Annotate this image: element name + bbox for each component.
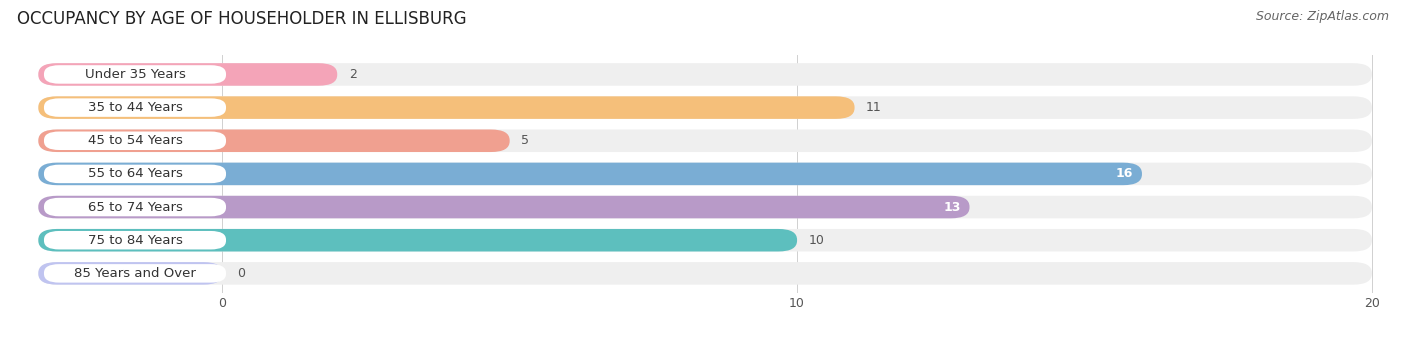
FancyBboxPatch shape <box>44 231 226 250</box>
FancyBboxPatch shape <box>44 264 226 283</box>
FancyBboxPatch shape <box>44 98 226 117</box>
Text: 75 to 84 Years: 75 to 84 Years <box>87 234 183 247</box>
FancyBboxPatch shape <box>38 163 1372 185</box>
Text: 5: 5 <box>522 134 529 147</box>
Text: 0: 0 <box>236 267 245 280</box>
Text: 85 Years and Over: 85 Years and Over <box>75 267 195 280</box>
FancyBboxPatch shape <box>44 165 226 183</box>
FancyBboxPatch shape <box>38 229 797 252</box>
FancyBboxPatch shape <box>38 163 1142 185</box>
FancyBboxPatch shape <box>38 63 1372 86</box>
FancyBboxPatch shape <box>44 198 226 216</box>
FancyBboxPatch shape <box>44 65 226 84</box>
Text: OCCUPANCY BY AGE OF HOUSEHOLDER IN ELLISBURG: OCCUPANCY BY AGE OF HOUSEHOLDER IN ELLIS… <box>17 10 467 28</box>
Text: Under 35 Years: Under 35 Years <box>84 68 186 81</box>
Text: Source: ZipAtlas.com: Source: ZipAtlas.com <box>1256 10 1389 23</box>
FancyBboxPatch shape <box>38 229 1372 252</box>
FancyBboxPatch shape <box>38 196 970 218</box>
Text: 10: 10 <box>808 234 824 247</box>
Text: 11: 11 <box>866 101 882 114</box>
Text: 2: 2 <box>349 68 357 81</box>
FancyBboxPatch shape <box>38 97 1372 119</box>
Text: 45 to 54 Years: 45 to 54 Years <box>87 134 183 147</box>
FancyBboxPatch shape <box>38 130 1372 152</box>
Text: 35 to 44 Years: 35 to 44 Years <box>87 101 183 114</box>
FancyBboxPatch shape <box>38 262 222 285</box>
Text: 16: 16 <box>1116 167 1133 180</box>
FancyBboxPatch shape <box>38 196 1372 218</box>
FancyBboxPatch shape <box>38 262 1372 285</box>
FancyBboxPatch shape <box>38 97 855 119</box>
FancyBboxPatch shape <box>44 132 226 150</box>
FancyBboxPatch shape <box>38 63 337 86</box>
FancyBboxPatch shape <box>38 130 509 152</box>
Text: 65 to 74 Years: 65 to 74 Years <box>87 201 183 213</box>
Text: 55 to 64 Years: 55 to 64 Years <box>87 167 183 180</box>
Text: 13: 13 <box>943 201 960 213</box>
